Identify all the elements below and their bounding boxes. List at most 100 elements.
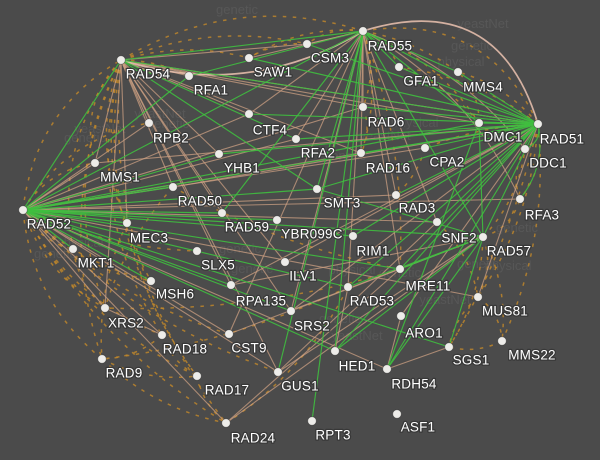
node-CTF4[interactable]: [244, 109, 254, 119]
node-RAD16[interactable]: [356, 148, 366, 158]
node-label-SAW1: SAW1: [254, 65, 293, 80]
node-RAD53[interactable]: [343, 282, 353, 292]
node-label-RFA2: RFA2: [301, 146, 336, 161]
node-MKT1[interactable]: [68, 244, 78, 254]
node-RAD6[interactable]: [358, 102, 368, 112]
node-DDC1[interactable]: [520, 144, 530, 154]
node-GUS1[interactable]: [273, 367, 283, 377]
node-RAD24[interactable]: [221, 418, 231, 428]
edge-tan-RAD52-CTF4: [22, 113, 250, 211]
node-label-RAD16: RAD16: [366, 161, 411, 176]
edge-green-RAD51-GFA1: [398, 66, 539, 125]
node-ARO1[interactable]: [396, 311, 406, 321]
node-RPB2[interactable]: [144, 118, 154, 128]
node-GFA1[interactable]: [394, 62, 404, 72]
edge-green-RAD55-RFA1: [188, 30, 364, 77]
node-ILV1[interactable]: [280, 257, 290, 267]
node-MRE11[interactable]: [395, 264, 405, 274]
node-MEC3[interactable]: [122, 218, 132, 228]
edge-dashed-RAD57-RFA3: [482, 198, 521, 238]
node-label-RPB2: RPB2: [153, 131, 189, 146]
node-CSM3[interactable]: [302, 39, 312, 49]
edge-green-RAD52-MSH6: [22, 209, 152, 282]
edge-green-RAD52-MKT1: [22, 209, 74, 250]
node-RPA135[interactable]: [226, 280, 236, 290]
node-DMC1[interactable]: [474, 118, 484, 128]
edge-green-RAD55-RAD54: [120, 30, 364, 61]
node-label-HED1: HED1: [339, 359, 376, 374]
edge-green-RAD51-RDH54: [386, 123, 539, 370]
edge-green-RAD51-SMT3: [316, 123, 539, 190]
node-label-MUS81: MUS81: [482, 304, 528, 319]
node-label-CTF4: CTF4: [253, 123, 288, 138]
node-SMT3[interactable]: [312, 184, 322, 194]
node-YHB1[interactable]: [214, 149, 224, 159]
node-MMS1[interactable]: [90, 158, 100, 168]
node-RAD17[interactable]: [192, 371, 202, 381]
edge-tan-RAD57-GUS1: [277, 236, 484, 373]
edge-green-RAD51-RAD53: [347, 123, 539, 288]
node-HED1[interactable]: [330, 346, 340, 356]
node-ASF1[interactable]: [392, 409, 402, 419]
node-label-RAD24: RAD24: [231, 431, 276, 446]
node-MMS22[interactable]: [497, 336, 507, 346]
node-label-MMS1: MMS1: [100, 170, 140, 185]
edge-green-RAD51-RAD57: [482, 123, 539, 238]
edge-tan-RAD52-SNF2: [22, 209, 438, 223]
edge-dashed-RAD54-MEC3: [105, 59, 128, 224]
edge-tan-RAD52-RAD24: [22, 209, 227, 424]
node-RAD52[interactable]: [18, 205, 28, 215]
edge-tan-RAD51-ILV1: [284, 123, 539, 263]
node-XRS2[interactable]: [100, 303, 110, 313]
edge-dashed-RAD52-MSH6: [22, 209, 152, 282]
node-RAD59[interactable]: [217, 208, 227, 218]
edge-green-RAD52-RAD59: [22, 209, 223, 214]
node-RAD3[interactable]: [391, 190, 401, 200]
node-SAW1[interactable]: [244, 53, 254, 63]
node-YBR099C[interactable]: [272, 215, 282, 225]
node-RAD57[interactable]: [478, 232, 488, 242]
edge-green-RAD57-RDH54: [386, 236, 484, 370]
node-RAD51[interactable]: [533, 119, 543, 129]
watermark-text: genetic: [64, 130, 106, 145]
edge-green-RAD57-SGS1: [448, 236, 484, 348]
node-RAD9[interactable]: [97, 354, 107, 364]
node-RFA2[interactable]: [291, 134, 301, 144]
node-RFA3[interactable]: [515, 194, 525, 204]
node-RPT3[interactable]: [307, 416, 317, 426]
node-RAD18[interactable]: [157, 330, 167, 340]
edge-dashed-RAD54-MKT1: [67, 59, 122, 250]
node-RAD55[interactable]: [358, 26, 368, 36]
edge-dashed-MEC3-RAD17: [126, 222, 198, 377]
node-label-SRS2: SRS2: [294, 319, 330, 334]
edge-green-RAD55-MMS4: [362, 30, 459, 73]
edge-green-RAD55-HED1: [334, 30, 364, 352]
node-RDH54[interactable]: [382, 364, 392, 374]
node-MSH6[interactable]: [146, 276, 156, 286]
node-label-RAD53: RAD53: [350, 294, 395, 309]
node-SRS2[interactable]: [286, 306, 296, 316]
node-label-DDC1: DDC1: [529, 156, 567, 171]
watermark-text: genetic: [451, 38, 493, 53]
node-RAD54[interactable]: [116, 55, 126, 65]
node-SNF2[interactable]: [432, 217, 442, 227]
edge-green-RAD52-MEC3: [22, 209, 128, 224]
node-SLX5[interactable]: [192, 246, 202, 256]
node-SGS1[interactable]: [444, 342, 454, 352]
edge-green-RAD51-RAD54: [120, 59, 539, 125]
node-label-RPT3: RPT3: [315, 428, 350, 443]
node-RIM1[interactable]: [348, 231, 358, 241]
node-CST9[interactable]: [224, 329, 234, 339]
node-RFA1[interactable]: [184, 71, 194, 81]
edge-dashed-RAD51-SGS1: [448, 123, 539, 348]
watermark-text: genetic: [319, 311, 361, 326]
node-MMS4[interactable]: [453, 67, 463, 77]
node-MUS81[interactable]: [473, 292, 483, 302]
node-label-MRE11: MRE11: [405, 279, 450, 294]
edge-green-RAD52-YHB1: [22, 153, 220, 211]
node-label-RAD50: RAD50: [178, 194, 223, 209]
node-RAD50[interactable]: [168, 182, 178, 192]
node-CPA2[interactable]: [420, 143, 430, 153]
edge-green-RAD52-YBR099C: [22, 209, 278, 221]
